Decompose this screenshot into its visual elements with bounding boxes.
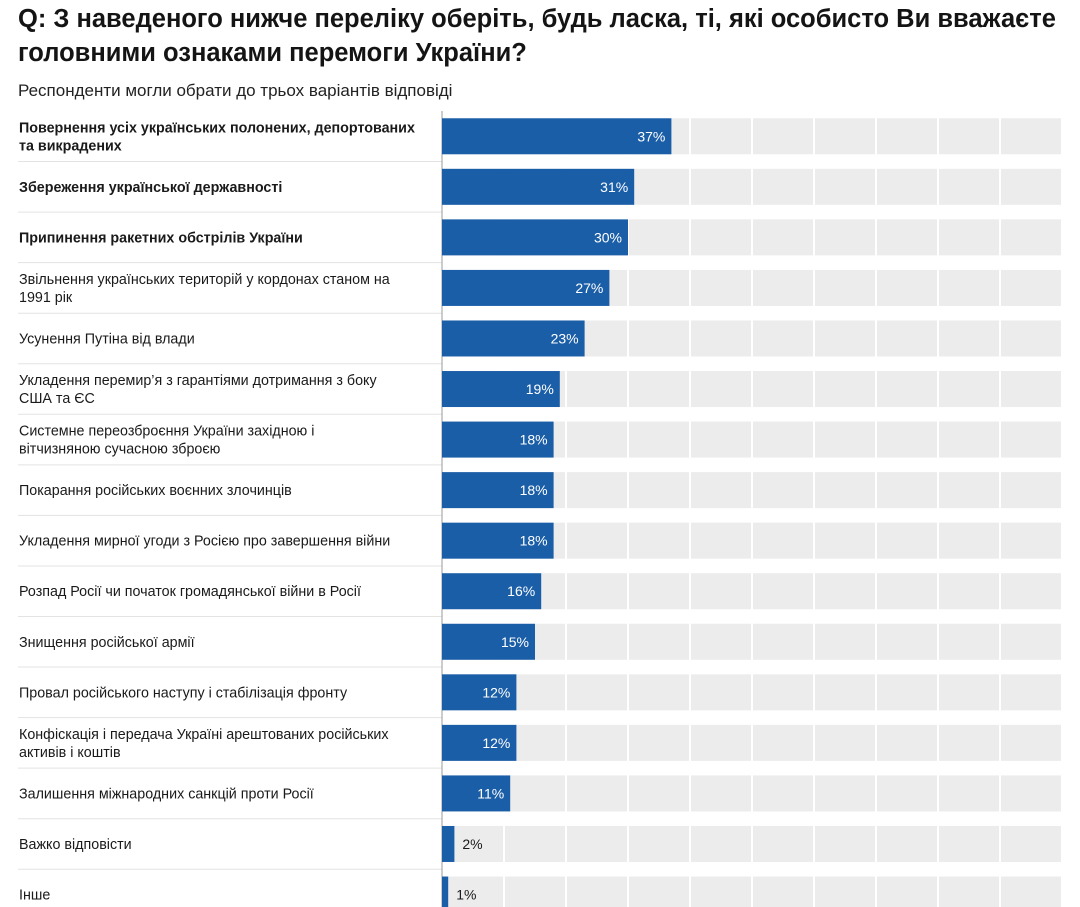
bar: [442, 573, 542, 610]
data-label: 12%: [482, 684, 510, 700]
category-label: Системне переозброєння України західною …: [19, 424, 314, 458]
data-label: 23%: [551, 330, 579, 346]
data-label: 27%: [575, 280, 603, 296]
bar: [442, 674, 517, 711]
category-label: Провал російського наступу і стабілізаці…: [19, 685, 348, 701]
bar: [442, 876, 449, 907]
bar: [442, 472, 554, 509]
bar: [442, 168, 635, 205]
category-label: Покарання російських воєнних злочинців: [19, 483, 292, 499]
category-label: Усунення Путіна від влади: [19, 331, 195, 347]
category-label: Конфіскація і передача Україні арештован…: [19, 727, 389, 761]
category-label: Укладення перемир’я з гарантіями дотрима…: [19, 373, 377, 407]
bar: [442, 320, 585, 357]
bar: [442, 421, 554, 458]
bar: [442, 775, 511, 812]
data-label: 19%: [526, 381, 554, 397]
chart-title: Q: З наведеного нижче переліку оберіть, …: [18, 5, 1056, 67]
data-label: 18%: [520, 533, 548, 549]
data-label: 16%: [507, 583, 535, 599]
category-label: Збереження української державності: [19, 180, 282, 196]
category-label: Розпад Росії чи початок громадянської ві…: [19, 584, 361, 600]
data-label: 18%: [520, 432, 548, 448]
bar: [442, 825, 455, 862]
data-label: 18%: [520, 482, 548, 498]
category-label: Укладення мирної угоди з Росією про заве…: [19, 534, 390, 550]
category-label: Залишення міжнародних санкцій проти Росі…: [19, 786, 314, 802]
category-label: Важко відповісти: [19, 837, 132, 853]
bar: [442, 118, 672, 155]
data-label: 11%: [477, 785, 504, 801]
category-label: Повернення усіх українських полонених, д…: [19, 120, 415, 154]
chart-subtitle: Респонденти могли обрати до трьох варіан…: [18, 81, 453, 100]
data-label: 15%: [501, 634, 529, 650]
category-label: Інше: [19, 888, 50, 904]
category-label: Знищення російської армії: [19, 635, 195, 651]
data-label: 1%: [456, 887, 476, 903]
data-label: 31%: [600, 179, 628, 195]
bar: [442, 219, 628, 256]
data-label: 12%: [482, 735, 510, 751]
category-label: Звільнення українських територій у кордо…: [19, 272, 390, 306]
bar: [442, 724, 517, 761]
bar: [442, 522, 554, 559]
bar: [442, 269, 610, 306]
data-label: 30%: [594, 229, 622, 245]
category-label: Припинення ракетних обстрілів України: [19, 230, 303, 246]
data-label: 37%: [637, 128, 665, 144]
data-label: 2%: [462, 836, 482, 852]
bar: [442, 623, 535, 660]
bar: [442, 371, 560, 408]
